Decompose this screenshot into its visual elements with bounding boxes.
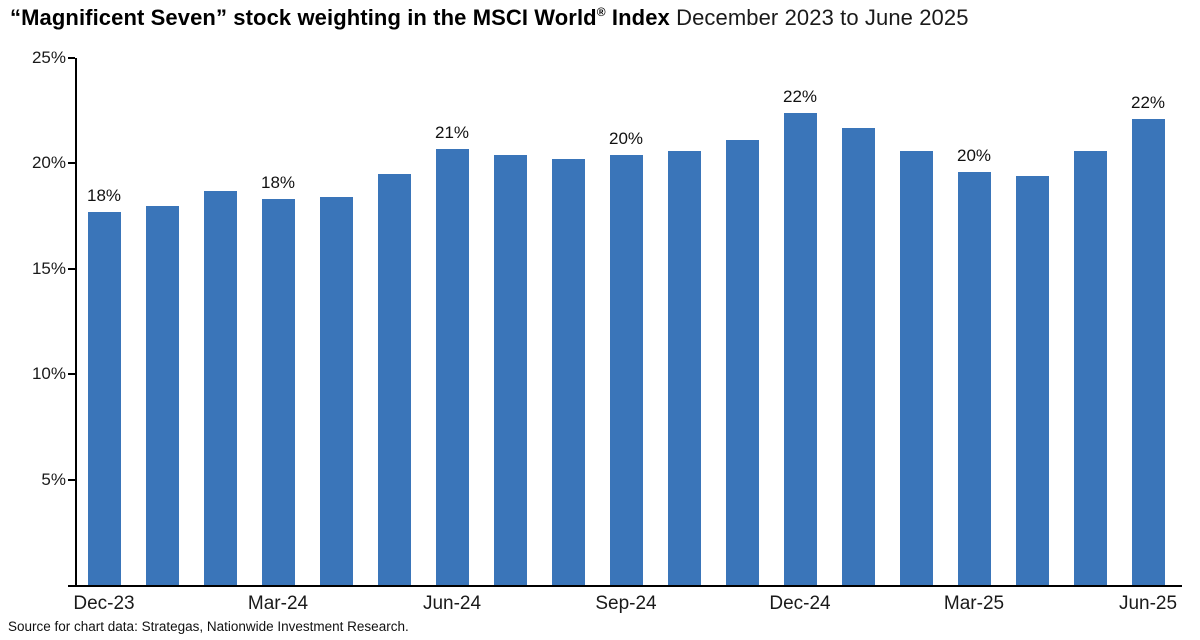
source-note: Source for chart data: Strategas, Nation… — [8, 619, 409, 634]
y-tick-label: 10% — [31, 364, 66, 384]
bar-Jul-24 — [493, 154, 527, 585]
x-tick-label-Dec-24: Dec-24 — [769, 593, 831, 614]
y-tick-label: 25% — [31, 48, 66, 67]
y-tick-label: 5% — [41, 469, 66, 489]
y-axis-zero-tick — [68, 585, 75, 587]
y-tick-label: 15% — [31, 258, 66, 278]
x-axis — [75, 585, 1182, 587]
x-tick-label-Mar-24: Mar-24 — [247, 593, 309, 614]
bar-Nov-24 — [725, 140, 759, 585]
bar-Mar-25 — [957, 171, 991, 585]
x-tick-label-Sep-24: Sep-24 — [595, 593, 657, 614]
bar-May-24 — [377, 173, 411, 585]
x-tick-label-Dec-23: Dec-23 — [73, 593, 135, 614]
chart-title-bold-tail: Index — [605, 5, 677, 30]
y-tick — [68, 162, 75, 165]
y-axis — [75, 58, 77, 587]
x-tick-label-Jun-25: Jun-25 — [1118, 593, 1178, 614]
bar-value-label-Mar-24: 18% — [260, 173, 296, 193]
bar-May-25 — [1073, 150, 1107, 585]
bar-value-label-Jun-24: 21% — [434, 122, 470, 142]
y-tick — [68, 267, 75, 270]
chart-title: “Magnificent Seven” stock weighting in t… — [10, 5, 969, 31]
bar-value-label-Jun-25: 22% — [1130, 93, 1166, 113]
bar-Dec-23 — [87, 211, 121, 585]
bar-Mar-24 — [261, 199, 295, 585]
bar-value-label-Mar-25: 20% — [956, 145, 992, 165]
bar-value-label-Dec-23: 18% — [86, 185, 122, 205]
bar-Dec-24 — [783, 112, 817, 585]
chart-title-bold: “Magnificent Seven” stock weighting in t… — [10, 5, 597, 30]
y-tick-label: 20% — [31, 153, 66, 173]
bar-value-label-Dec-24: 22% — [782, 86, 818, 106]
bar-Feb-25 — [899, 150, 933, 585]
bar-value-label-Sep-24: 20% — [608, 128, 644, 148]
y-tick — [68, 57, 75, 59]
bar-Apr-25 — [1015, 176, 1049, 585]
bar-Apr-24 — [319, 197, 353, 585]
bar-Jan-24 — [145, 205, 179, 585]
bar-Jun-24 — [435, 148, 469, 585]
bar-Feb-24 — [203, 190, 237, 585]
bar-Jun-25 — [1131, 119, 1165, 585]
chart-subtitle: December 2023 to June 2025 — [676, 5, 969, 30]
bar-Aug-24 — [551, 159, 585, 585]
y-tick — [68, 478, 75, 481]
bar-Oct-24 — [667, 150, 701, 585]
y-tick — [68, 373, 75, 376]
x-tick-label-Mar-25: Mar-25 — [943, 593, 1005, 614]
bar-Jan-25 — [841, 127, 875, 585]
bar-Sep-24 — [609, 154, 643, 585]
registered-trademark-symbol: ® — [596, 4, 606, 19]
x-tick-label-Jun-24: Jun-24 — [422, 593, 482, 614]
